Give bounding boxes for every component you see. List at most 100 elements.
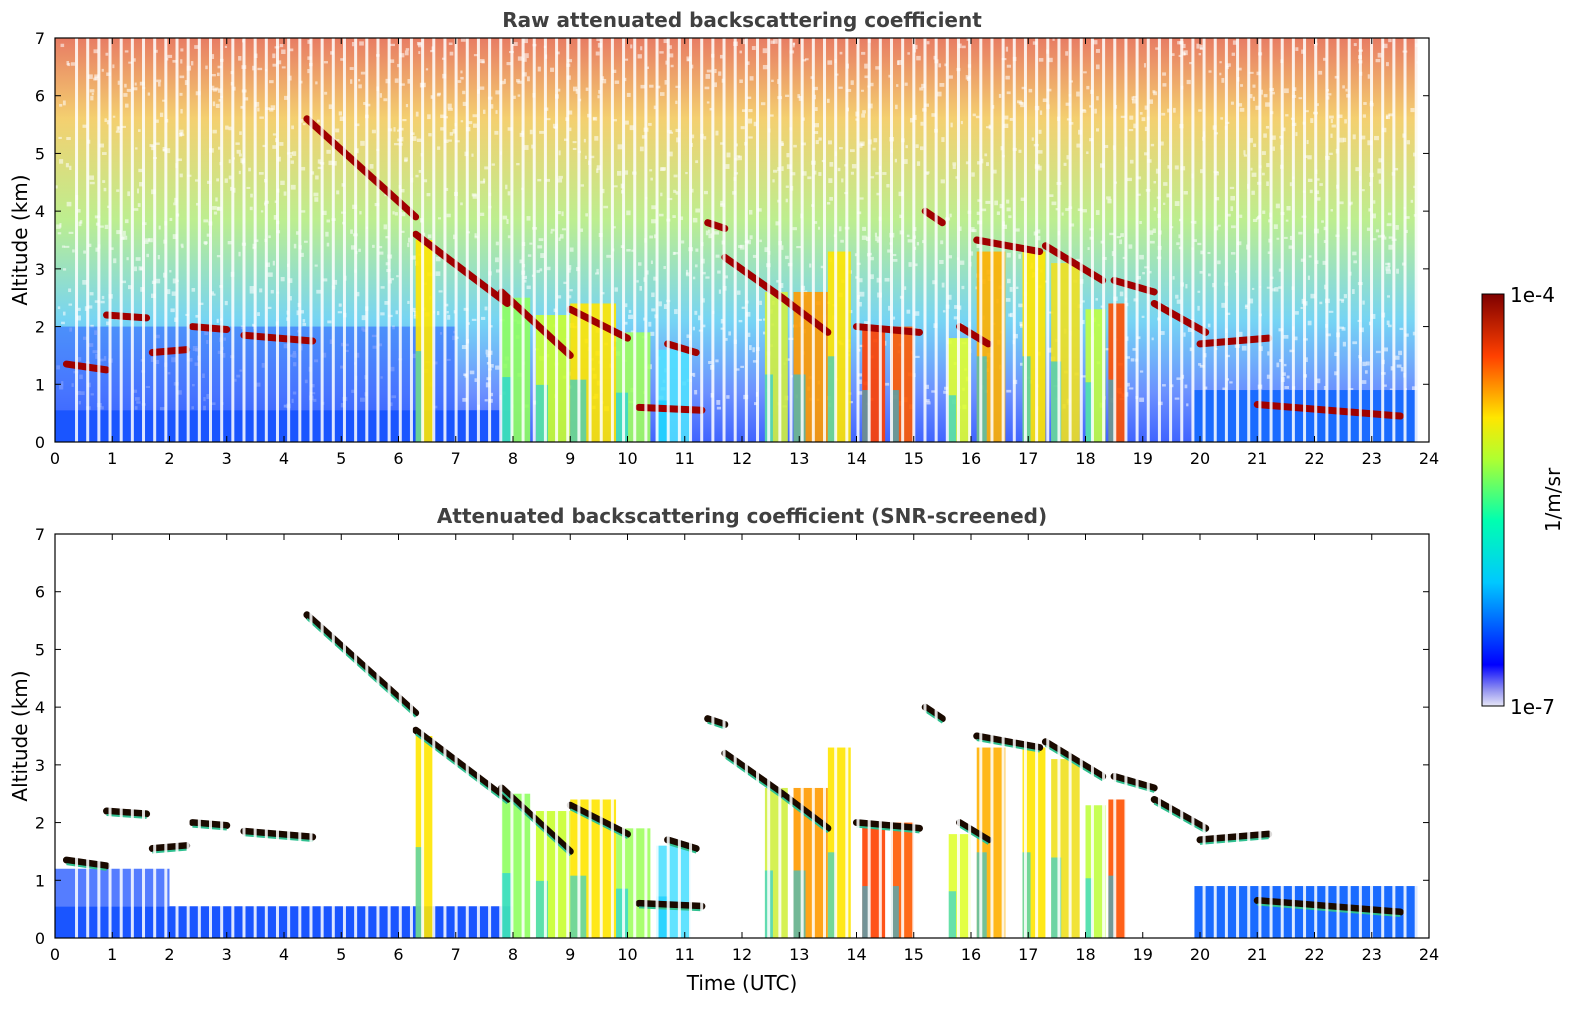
- x-tick-label: 21: [1247, 449, 1267, 468]
- cloud-layer: [412, 726, 511, 803]
- x-tick-label: 15: [904, 945, 924, 964]
- precipitation-column-core: [793, 374, 806, 442]
- y-tick-label: 6: [35, 87, 45, 106]
- x-tick-label: 20: [1190, 945, 1210, 964]
- cloud-layer-edge: [415, 733, 508, 805]
- x-tick-label: 10: [617, 945, 637, 964]
- screened-x-ticks: 0 1 2 3 4 5 6 7 8 9 10 11 12 13 14 15 16 17 18 19 20 21 22 23 24: [50, 534, 1439, 964]
- cloud-layer: [921, 207, 946, 227]
- raw-y-axis-label: Altitude (km): [8, 174, 32, 305]
- x-tick-label: 11: [675, 449, 695, 468]
- cloud-layer: [303, 115, 420, 221]
- cloud-layer-edge: [707, 721, 726, 730]
- x-tick-label: 4: [279, 945, 289, 964]
- y-tick-label: 6: [35, 583, 45, 602]
- y-tick-label: 4: [35, 202, 45, 221]
- y-tick-label: 2: [35, 318, 45, 337]
- colorbar-gradient: [1481, 293, 1505, 707]
- x-tick-label: 22: [1304, 449, 1324, 468]
- x-tick-label: 5: [336, 945, 346, 964]
- precipitation-column-core: [1051, 857, 1062, 938]
- y-tick-label: 7: [35, 29, 45, 48]
- x-tick-label: 2: [164, 449, 174, 468]
- x-tick-label: 10: [617, 449, 637, 468]
- screened-plot-area: [55, 534, 1429, 938]
- cloud-layer-edge: [1153, 802, 1207, 834]
- cloud-layer: [921, 703, 946, 723]
- data-gaps: [75, 38, 1418, 442]
- x-tick-label: 4: [279, 449, 289, 468]
- cloud-layer: [1150, 299, 1210, 336]
- precipitation-column-core: [1085, 878, 1093, 938]
- y-tick-label: 4: [35, 698, 45, 717]
- cloud-layer: [704, 219, 729, 232]
- x-tick-label: 18: [1075, 945, 1095, 964]
- x-tick-label: 15: [904, 449, 924, 468]
- x-tick-label: 23: [1362, 945, 1382, 964]
- x-tick-label: 12: [732, 945, 752, 964]
- cloud-layer-edge: [1199, 837, 1269, 845]
- cloud-layer: [1196, 334, 1273, 348]
- y-tick-label: 5: [35, 640, 45, 659]
- x-tick-label: 17: [1018, 945, 1038, 964]
- y-tick-label: 1: [35, 871, 45, 890]
- cloud-layer: [635, 403, 706, 414]
- x-tick-label: 21: [1247, 945, 1267, 964]
- y-tick-label: 0: [35, 929, 45, 948]
- colorbar-min-label: 1e-7: [1510, 695, 1555, 719]
- cloud-layer: [956, 819, 992, 844]
- precipitation-column-core: [1051, 361, 1062, 442]
- y-tick-label: 3: [35, 260, 45, 279]
- x-tick-label: 24: [1419, 449, 1439, 468]
- colorbar-label: 1/m/sr: [1541, 467, 1565, 532]
- cloud-layer: [148, 842, 191, 853]
- x-tick-label: 9: [565, 945, 575, 964]
- x-tick-label: 9: [565, 449, 575, 468]
- cloud-layer: [303, 611, 420, 717]
- cloud-layer: [853, 323, 923, 336]
- y-tick-label: 0: [35, 433, 45, 452]
- cloud-layer: [973, 732, 1044, 752]
- x-tick-label: 3: [222, 449, 232, 468]
- x-tick-label: 11: [675, 945, 695, 964]
- x-tick-label: 19: [1133, 449, 1153, 468]
- precipitation-column-core: [1108, 875, 1115, 938]
- y-tick-label: 5: [35, 144, 45, 163]
- precipitation-column-core: [890, 886, 899, 938]
- x-tick-label: 8: [508, 449, 518, 468]
- panel-raw-title: Raw attenuated backscattering coefficien…: [502, 8, 982, 32]
- panel-screened-title: Attenuated backscattering coefficient (S…: [437, 504, 1047, 528]
- x-tick-label: 7: [451, 449, 461, 468]
- screened-y-axis-label: Altitude (km): [8, 670, 32, 801]
- cloud-layer: [148, 346, 191, 357]
- precipitation-column-core: [862, 886, 871, 938]
- x-tick-label: 7: [451, 945, 461, 964]
- precipitation-column-core: [415, 351, 422, 442]
- cloud-layer: [103, 311, 151, 322]
- precipitation-column-core: [827, 356, 836, 442]
- x-tick-label: 14: [846, 945, 866, 964]
- x-tick-label: 16: [961, 449, 981, 468]
- cloud-layer: [973, 236, 1044, 256]
- cloud-layer-edge: [976, 739, 1040, 753]
- x-tick-label: 6: [393, 449, 403, 468]
- precipitation-column-core: [1085, 382, 1093, 442]
- x-tick-label: 17: [1018, 449, 1038, 468]
- cloud-layer-edge: [152, 848, 187, 854]
- precipitation-column-core: [415, 847, 422, 938]
- y-tick-label: 7: [35, 525, 45, 544]
- raw-plot-area: [55, 38, 1429, 442]
- x-tick-label: 18: [1075, 449, 1095, 468]
- cloud-layer-edge: [959, 825, 989, 845]
- x-tick-label: 0: [50, 449, 60, 468]
- precipitation-column-core: [862, 390, 871, 442]
- x-tick-label: 22: [1304, 945, 1324, 964]
- x-tick-label: 16: [961, 945, 981, 964]
- cloud-layer-edge: [106, 814, 147, 819]
- no-data-region: [1417, 534, 1429, 938]
- x-tick-label: 23: [1362, 449, 1382, 468]
- precipitation-column-core: [501, 873, 512, 938]
- screened-y-ticks: 0 1 2 3 4 5 6 7: [35, 525, 1429, 948]
- precipitation-column-core: [948, 891, 957, 938]
